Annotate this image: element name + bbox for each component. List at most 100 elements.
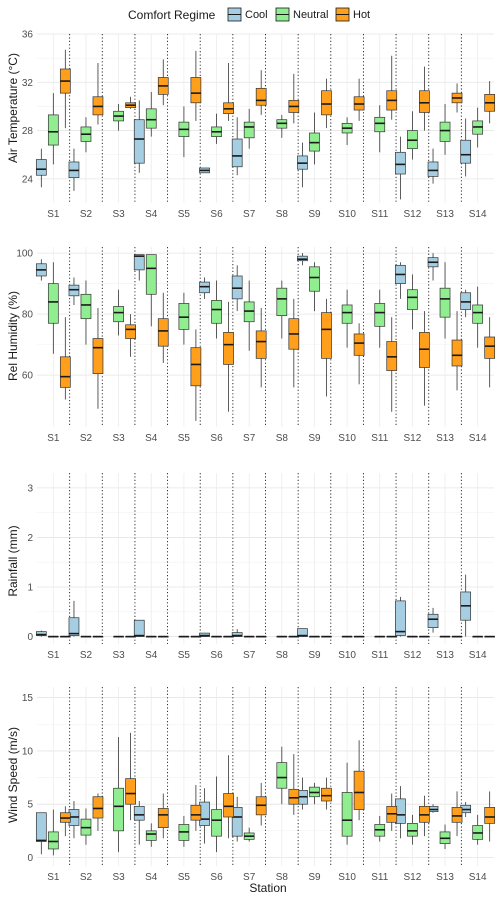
box-neutral-s5 xyxy=(178,292,190,345)
box-body xyxy=(80,293,92,320)
legend-label-cool: Cool xyxy=(245,9,268,21)
x-tick-label: S10 xyxy=(338,209,356,220)
box-cool-s1 xyxy=(35,630,47,637)
box-neutral-s1 xyxy=(47,809,59,856)
x-tick-label: S12 xyxy=(403,872,421,883)
box-body xyxy=(35,159,47,176)
x-tick-label: S10 xyxy=(338,433,356,444)
box-hot-s5 xyxy=(190,785,202,831)
box-body xyxy=(472,304,484,324)
box-cool-s2 xyxy=(68,277,80,305)
box-body xyxy=(47,114,59,146)
x-tick-label: S9 xyxy=(308,872,321,883)
legend-label-neutral: Neutral xyxy=(293,9,328,21)
box-cool-s4 xyxy=(133,100,145,173)
box-hot-s10 xyxy=(353,78,365,121)
box-neutral-s2 xyxy=(80,117,92,153)
y-axis-title: Wind Speed (m/s) xyxy=(6,727,20,823)
box-neutral-s4 xyxy=(145,635,157,638)
box-hot-s14 xyxy=(484,791,496,842)
box-hot-s8 xyxy=(288,73,300,124)
box-body xyxy=(321,312,332,359)
box-neutral-s6 xyxy=(211,776,222,853)
box-neutral-s10 xyxy=(341,289,353,348)
box-neutral-s11 xyxy=(374,105,386,153)
box-body xyxy=(374,303,386,327)
box-body xyxy=(243,121,255,139)
x-tick-label: S7 xyxy=(243,433,256,444)
x-tick-label: S4 xyxy=(145,650,158,661)
x-tick-label: S11 xyxy=(371,433,388,444)
x-tick-label: S9 xyxy=(308,209,321,220)
panel-3: 0 1 2 3 Rainfall (mm) S1 S2 S3 S4 S5 S6 S7 S8 S9 S10 S1… xyxy=(6,473,496,661)
y-tick-label: 0 xyxy=(27,853,33,864)
box-body xyxy=(321,787,332,802)
box-body xyxy=(133,254,145,271)
box-hot-s11 xyxy=(386,793,398,831)
box-body xyxy=(451,807,463,823)
x-tick-label: S1 xyxy=(47,872,60,883)
box-cool-s1 xyxy=(35,148,47,188)
box-neutral-s5 xyxy=(178,106,190,158)
box-body xyxy=(395,151,406,175)
box-hot-s10 xyxy=(353,635,365,638)
box-neutral-s9 xyxy=(309,782,320,805)
x-tick-label: S3 xyxy=(112,650,125,661)
box-hot-s4 xyxy=(157,59,169,106)
box-hot-s12 xyxy=(419,635,430,638)
x-tick-label: S5 xyxy=(178,872,191,883)
box-neutral-s11 xyxy=(374,289,386,348)
box-body xyxy=(35,631,47,636)
box-neutral-s3 xyxy=(113,737,124,853)
x-tick-label: S13 xyxy=(436,650,454,661)
box-cool-s2 xyxy=(68,148,80,191)
box-hot-s12 xyxy=(419,66,430,131)
x-tick-label: S8 xyxy=(276,433,289,444)
box-hot-s1 xyxy=(59,317,71,400)
box-neutral-s14 xyxy=(472,107,484,148)
x-tick-label: S8 xyxy=(276,209,289,220)
panel-1: 24 28 32 36 Air Temperature (°C) S1 S2 S3 S4 S5 S6… xyxy=(6,30,496,220)
box-body xyxy=(439,121,451,142)
box-cool-s6 xyxy=(199,632,210,637)
box-neutral-s11 xyxy=(374,635,386,638)
x-tick-label: S6 xyxy=(210,209,223,220)
box-hot-s2 xyxy=(92,793,104,831)
y-tick-label: 5 xyxy=(27,800,33,811)
box-neutral-s9 xyxy=(309,635,320,638)
box-neutral-s12 xyxy=(407,814,418,845)
box-neutral-s14 xyxy=(472,814,484,845)
box-body xyxy=(484,336,496,359)
x-tick-label: S4 xyxy=(145,209,158,220)
box-body xyxy=(231,632,243,637)
legend: Comfort Regime Cool Neutral Hot xyxy=(128,7,370,22)
box-neutral-s8 xyxy=(276,280,288,339)
box-neutral-s2 xyxy=(80,635,92,638)
box-body xyxy=(484,807,496,824)
box-body xyxy=(223,793,234,818)
box-hot-s3 xyxy=(125,314,136,357)
x-tick-label: S5 xyxy=(178,650,191,661)
y-tick-label: 32 xyxy=(22,78,34,89)
box-hot-s3 xyxy=(125,732,136,821)
box-body xyxy=(353,333,365,356)
box-body xyxy=(288,788,300,805)
box-hot-s12 xyxy=(419,311,430,406)
box-hot-s6 xyxy=(223,635,234,638)
box-body xyxy=(145,254,157,295)
box-neutral-s13 xyxy=(439,104,451,155)
box-hot-s2 xyxy=(92,635,104,638)
box-neutral-s7 xyxy=(243,280,255,351)
box-hot-s13 xyxy=(451,791,463,837)
y-axis-title: Rel Humidity (%) xyxy=(6,291,20,381)
box-cool-s4 xyxy=(133,619,145,637)
box-neutral-s4 xyxy=(145,823,157,847)
x-tick-label: S7 xyxy=(243,209,256,220)
box-cool-s2 xyxy=(68,600,80,637)
box-cool-s13 xyxy=(427,607,439,633)
x-tick-label: S6 xyxy=(210,872,223,883)
box-cool-s14 xyxy=(460,574,472,637)
box-cool-s14 xyxy=(460,118,472,177)
x-tick-label: S9 xyxy=(308,650,321,661)
box-body xyxy=(309,266,320,292)
